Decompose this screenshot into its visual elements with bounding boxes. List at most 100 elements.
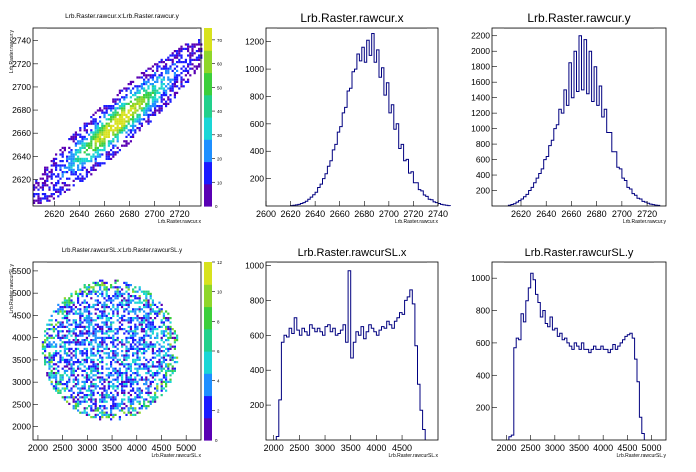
heatmap-cell xyxy=(123,129,126,132)
heatmap-cell xyxy=(138,396,141,399)
heatmap-cell xyxy=(145,391,148,394)
heatmap-cell xyxy=(165,383,168,386)
heatmap-cell xyxy=(59,350,62,353)
heatmap-cell xyxy=(44,195,47,198)
heatmap-cell xyxy=(154,91,157,94)
heatmap-cell xyxy=(46,336,49,339)
heatmap-cell xyxy=(184,43,187,46)
heatmap-cell xyxy=(182,61,185,64)
heatmap-cell xyxy=(48,365,51,368)
y-tick-label: 400 xyxy=(476,370,490,380)
heatmap-cell xyxy=(127,376,130,379)
heatmap-cell xyxy=(39,199,42,202)
heatmap-cell xyxy=(50,358,53,361)
heatmap-cell xyxy=(125,347,128,350)
heatmap-cell xyxy=(114,367,117,370)
heatmap-cell xyxy=(132,400,135,403)
heatmap-cell xyxy=(96,140,99,143)
heatmap-cell xyxy=(68,151,71,154)
heatmap-cell xyxy=(79,323,82,326)
heatmap-cell xyxy=(55,153,58,156)
heatmap-cell xyxy=(77,166,80,169)
heatmap-cell xyxy=(101,345,104,348)
heatmap-cell xyxy=(110,286,113,289)
heatmap-cell xyxy=(147,105,150,108)
heatmap-cell xyxy=(154,113,157,116)
heatmap-cell xyxy=(173,347,176,350)
colorbar-tick-label: 10 xyxy=(217,290,223,295)
heatmap-cell xyxy=(114,354,117,357)
heatmap-cell xyxy=(129,140,132,143)
heatmap-cell xyxy=(114,369,117,372)
heatmap-cell xyxy=(46,361,49,364)
heatmap-cell xyxy=(149,94,152,97)
heatmap-cell xyxy=(59,186,62,189)
heatmap-cell xyxy=(198,41,201,44)
heatmap-cell xyxy=(92,281,95,284)
heatmap-cell xyxy=(105,321,108,324)
heatmap-cell xyxy=(149,369,152,372)
heatmap-cell xyxy=(72,407,75,410)
heatmap-cell xyxy=(52,354,55,357)
heatmap-cell xyxy=(68,376,71,379)
heatmap-cell xyxy=(173,56,176,59)
heatmap-cell xyxy=(85,171,88,174)
heatmap-cell xyxy=(96,372,99,375)
heatmap-cell xyxy=(182,85,185,88)
heatmap-cell xyxy=(145,345,148,348)
heatmap-cell xyxy=(77,151,80,154)
heatmap-cell xyxy=(92,374,95,377)
chart-title: Lrb.Raster.rawcur.x:Lrb.Raster.rawcur.y xyxy=(65,13,180,20)
heatmap-cell xyxy=(112,413,115,416)
heatmap-cell xyxy=(92,138,95,141)
heatmap-cell xyxy=(110,336,113,339)
heatmap-cell xyxy=(88,160,91,163)
heatmap-cell xyxy=(112,358,115,361)
heatmap-cell xyxy=(145,91,148,94)
heatmap-cell xyxy=(70,308,73,311)
heatmap-cell xyxy=(79,325,82,328)
heatmap-cell xyxy=(105,378,108,381)
plot-panel-1 xyxy=(32,8,215,207)
heatmap-cell xyxy=(72,367,75,370)
heatmap-cell xyxy=(127,286,130,289)
heatmap-cell xyxy=(156,105,159,108)
heatmap-cell xyxy=(143,306,146,309)
heatmap-cell xyxy=(85,336,88,339)
heatmap-cell xyxy=(127,354,130,357)
heatmap-cell xyxy=(63,171,66,174)
heatmap-cell xyxy=(118,118,121,121)
heatmap-cell xyxy=(134,334,137,337)
heatmap-cell xyxy=(147,91,150,94)
heatmap-cell xyxy=(46,179,49,182)
heatmap-cell xyxy=(105,317,108,320)
heatmap-cell xyxy=(105,374,108,377)
heatmap-cell xyxy=(79,387,82,390)
heatmap-cell xyxy=(147,74,150,77)
heatmap-cell xyxy=(83,396,86,399)
heatmap-cell xyxy=(107,330,110,333)
heatmap-cell xyxy=(103,323,106,326)
heatmap-cell xyxy=(140,325,143,328)
heatmap-cell xyxy=(193,58,196,61)
heatmap-cell xyxy=(61,396,64,399)
heatmap-cell xyxy=(83,144,86,147)
x-axis-label: Lrb.Raster.rawcur.x xyxy=(395,219,439,225)
heatmap-cell xyxy=(63,383,66,386)
heatmap-cell xyxy=(149,312,152,315)
heatmap-cell xyxy=(52,173,55,176)
heatmap-cell xyxy=(88,133,91,136)
heatmap-cell xyxy=(105,389,108,392)
heatmap-cell xyxy=(121,409,124,412)
heatmap-cell xyxy=(143,100,146,103)
heatmap-cell xyxy=(79,179,82,182)
chart-title: Lrb.Raster.rawcur.y xyxy=(527,11,630,25)
heatmap-cell xyxy=(101,162,104,165)
heatmap-cell xyxy=(114,413,117,416)
heatmap-cell xyxy=(101,312,104,315)
heatmap-cell xyxy=(138,310,141,313)
heatmap-cell xyxy=(110,407,113,410)
heatmap-cell xyxy=(154,343,157,346)
heatmap-cell xyxy=(105,131,108,134)
heatmap-cell xyxy=(180,67,183,70)
